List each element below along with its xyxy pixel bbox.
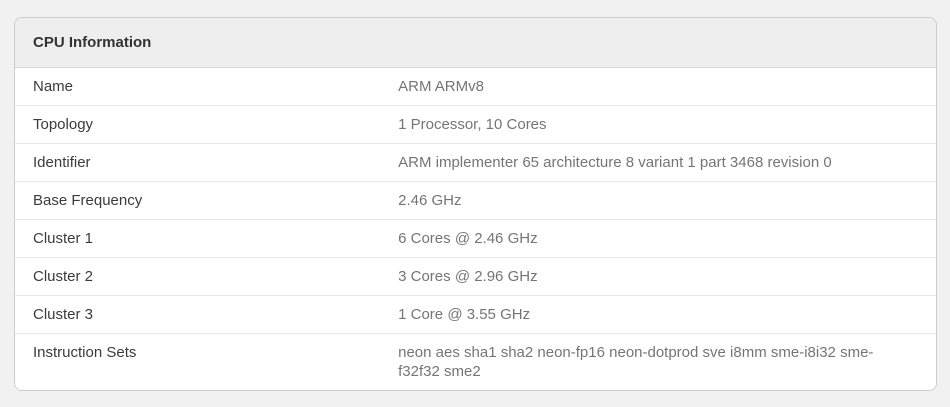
table-row: Cluster 2 3 Cores @ 2.96 GHz [15, 257, 936, 295]
row-value: ARM implementer 65 architecture 8 varian… [398, 154, 832, 171]
row-label: Cluster 2 [33, 268, 94, 285]
table-row: Cluster 3 1 Core @ 3.55 GHz [15, 295, 936, 333]
row-value: 2.46 GHz [398, 192, 462, 209]
row-label: Cluster 3 [33, 306, 94, 323]
table-row: Identifier ARM implementer 65 architectu… [15, 143, 936, 181]
table-row: Name ARM ARMv8 [15, 68, 936, 105]
table-row: Topology 1 Processor, 10 Cores [15, 105, 936, 143]
cpu-information-card: CPU Information Name ARM ARMv8 Topology … [14, 17, 937, 391]
row-label: Cluster 1 [33, 230, 94, 247]
row-value: 3 Cores @ 2.96 GHz [398, 268, 538, 285]
row-value: 1 Processor, 10 Cores [398, 116, 547, 133]
table-row: Cluster 1 6 Cores @ 2.46 GHz [15, 219, 936, 257]
card-title: CPU Information [15, 18, 936, 68]
table-row: Instruction Sets neon aes sha1 sha2 neon… [15, 333, 936, 390]
table-row: Base Frequency 2.46 GHz [15, 181, 936, 219]
row-label: Identifier [33, 154, 91, 171]
row-label: Base Frequency [33, 192, 143, 209]
row-value: ARM ARMv8 [398, 78, 484, 95]
row-label: Topology [33, 116, 94, 133]
cpu-info-table: Name ARM ARMv8 Topology 1 Processor, 10 … [15, 68, 936, 390]
row-label: Instruction Sets [33, 344, 137, 361]
row-value: 1 Core @ 3.55 GHz [398, 306, 531, 323]
row-label: Name [33, 78, 74, 95]
row-value: 6 Cores @ 2.46 GHz [398, 230, 538, 247]
row-value: neon aes sha1 sha2 neon-fp16 neon-dotpro… [398, 344, 874, 380]
